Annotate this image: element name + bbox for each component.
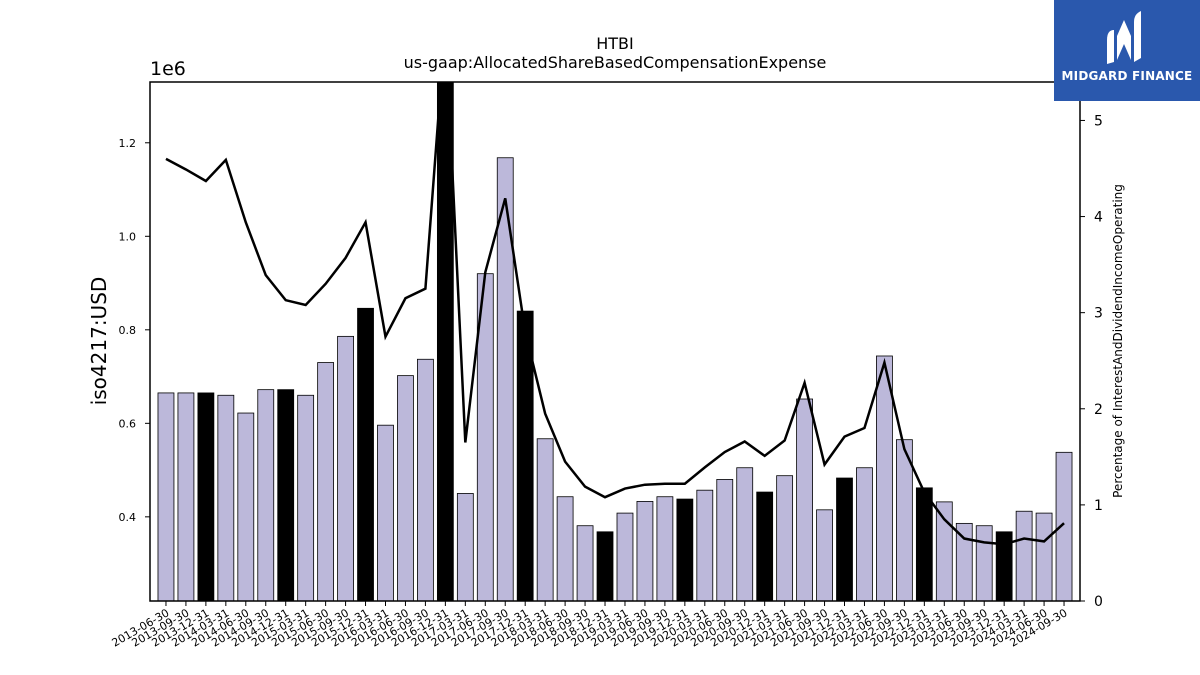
bar-2017-09-30: [496, 157, 514, 602]
bar-2015-09-30: [337, 335, 354, 602]
bar-2016-06-30: [397, 375, 414, 602]
brand-name: MIDGARD FINANCE: [1061, 69, 1193, 83]
bar-2019-12-31: [676, 498, 694, 602]
y-tick-label: 1.0: [119, 230, 137, 243]
bar-2014-06-30: [237, 412, 255, 602]
bar-2020-12-31: [756, 491, 774, 602]
bar-2017-03-31: [456, 493, 474, 602]
bar-2023-06-30: [955, 522, 973, 602]
bar-2013-09-30: [177, 392, 195, 602]
axes: [149, 81, 1081, 602]
y2-axis-label: Percentage of InterestAndDividendIncomeO…: [1111, 184, 1125, 498]
bar-series: [157, 81, 1073, 602]
bar-2015-06-30: [317, 362, 335, 602]
ratio-line: [165, 82, 1065, 546]
brand-logo: MIDGARD FINANCE: [1054, 0, 1200, 101]
y2-tick-label: 0: [1094, 594, 1103, 610]
bar-2021-12-31: [836, 477, 853, 602]
bar-2024-03-31: [1015, 510, 1033, 602]
y2-ticks: 0 1 2 3 4 5: [1080, 113, 1103, 610]
bar-2020-03-31: [696, 489, 714, 602]
bar-2022-12-31: [915, 487, 933, 602]
bar-2022-03-31: [856, 467, 873, 602]
x-ticks: 2013-06-302013-09-302013-12-312014-03-31…: [110, 601, 1070, 650]
y-axis-multiplier: 1e6: [150, 58, 186, 80]
bar-2021-03-31: [776, 475, 794, 602]
y-tick-label: 1.2: [119, 137, 137, 150]
bar-2018-12-31: [596, 531, 614, 602]
bar-2020-06-30: [716, 479, 734, 602]
y-tick-label: 0.8: [119, 324, 137, 337]
bar-2023-09-30: [975, 525, 993, 602]
bar-2014-03-31: [217, 394, 235, 602]
bar-2023-03-31: [935, 501, 953, 602]
bar-2014-09-30: [257, 389, 275, 602]
bar-2015-03-31: [297, 394, 315, 602]
bar-2022-06-30: [876, 355, 893, 602]
midgard-logo-icon: [1107, 11, 1141, 64]
bar-2024-06-30: [1035, 512, 1053, 602]
y2-tick-label: 4: [1094, 210, 1103, 226]
y2-tick-label: 2: [1094, 402, 1103, 418]
bar-2021-06-30: [796, 398, 813, 602]
y-axis-label: iso4217:USD: [87, 277, 111, 406]
bar-2019-09-30: [656, 496, 674, 602]
bar-2013-06-30: [157, 392, 175, 602]
bar-2018-06-30: [556, 496, 574, 602]
bar-2018-03-31: [536, 438, 554, 602]
y-tick-label: 0.4: [119, 511, 137, 524]
y2-tick-label: 3: [1094, 306, 1103, 322]
bar-2013-12-31: [197, 392, 215, 602]
bar-2019-06-30: [636, 501, 654, 602]
y-ticks: 0.4 0.6 0.8 1.0 1.2: [119, 137, 150, 524]
bar-2014-12-31: [277, 389, 295, 602]
y2-tick-label: 5: [1094, 113, 1103, 129]
bar-2019-03-31: [616, 512, 634, 602]
bar-2016-09-30: [417, 358, 434, 602]
line-layer: [165, 82, 1065, 546]
bar-2020-09-30: [736, 467, 754, 602]
chart-subtitle: us-gaap:AllocatedShareBasedCompensationE…: [404, 53, 827, 72]
plot-frame: [149, 81, 1081, 602]
bar-2016-03-31: [377, 424, 394, 602]
bar-2015-12-31: [357, 307, 374, 602]
y-tick-label: 0.6: [119, 417, 137, 430]
bar-2018-09-30: [576, 525, 594, 602]
y2-tick-label: 1: [1094, 498, 1103, 514]
bar-2021-09-30: [816, 509, 833, 602]
chart-title: HTBI: [596, 34, 634, 53]
